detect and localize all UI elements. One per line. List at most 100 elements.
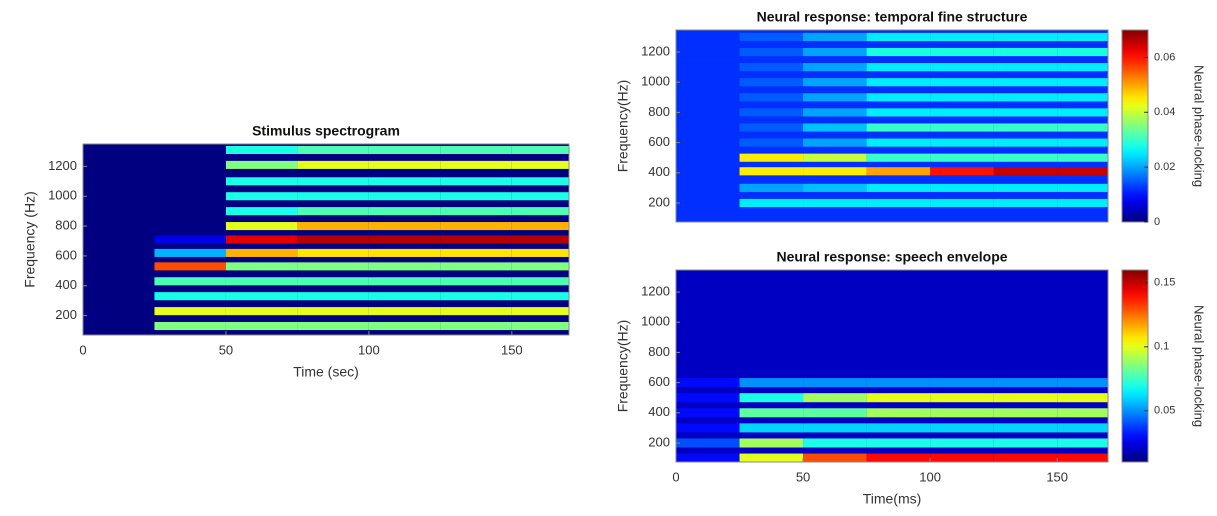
y-tick-label: 800 — [648, 104, 670, 119]
colorbar-label: Neural phase-locking — [1192, 305, 1207, 427]
heatmap-cell — [83, 160, 155, 169]
colorbar-tick-label: 0.04 — [1154, 106, 1175, 118]
heatmap-cell — [225, 160, 298, 169]
heatmap-cell — [993, 453, 1058, 462]
heatmap-cell — [993, 153, 1058, 162]
heatmap-cell — [83, 235, 155, 244]
heatmap-cell — [154, 262, 226, 271]
heatmap-cell — [368, 207, 441, 216]
heatmap-cell — [511, 160, 569, 169]
heatmap-cell — [83, 292, 155, 301]
heatmap-cell — [866, 138, 931, 147]
heatmap-cell — [993, 47, 1058, 57]
heatmap-cell — [83, 248, 155, 257]
heatmap-cell — [440, 235, 512, 244]
heatmap-cell — [803, 408, 867, 418]
heatmap-cell — [866, 438, 931, 448]
heatmap-cell — [511, 322, 569, 331]
heatmap-cell — [297, 177, 369, 186]
heatmap-cell — [297, 235, 369, 244]
heatmap-cell — [739, 123, 804, 132]
y-tick-label: 1000 — [641, 74, 670, 89]
chart-title: Neural response: speech envelope — [776, 249, 1007, 265]
x-tick-label: 0 — [79, 342, 86, 357]
heatmap-cell — [154, 145, 226, 154]
heatmap-cell — [83, 277, 155, 286]
y-tick-label: 800 — [648, 344, 670, 359]
heatmap-cell — [154, 160, 226, 169]
x-axis-label: Time (sec) — [293, 364, 359, 380]
heatmap-cell — [511, 145, 569, 154]
heatmap-cell — [225, 307, 298, 316]
y-axis-label: Frequency(Hz) — [615, 80, 631, 173]
heatmap-cell — [1057, 453, 1108, 462]
heatmap-cell — [993, 123, 1058, 132]
heatmap-cell — [803, 78, 867, 87]
y-tick-label: 600 — [648, 374, 670, 389]
heatmap-cell — [511, 277, 569, 286]
heatmap-cell — [1057, 108, 1108, 117]
heatmap-cell — [676, 438, 740, 448]
x-tick-label: 150 — [1046, 469, 1068, 484]
heatmap-cell — [739, 167, 804, 176]
colorbar-tick-label: 0.05 — [1154, 405, 1175, 417]
heatmap-cell — [297, 207, 369, 216]
heatmap-cell — [930, 138, 994, 147]
heatmap-cell — [297, 292, 369, 301]
colorbar-tick-label: 0 — [1154, 216, 1160, 228]
heatmap-cell — [676, 453, 740, 462]
heatmap-cell — [511, 192, 569, 201]
heatmap-cell — [83, 192, 155, 201]
heatmap-cell — [297, 277, 369, 286]
heatmap-cell — [739, 153, 804, 162]
heatmap-cell — [803, 32, 867, 42]
heatmap-cell — [993, 183, 1058, 192]
heatmap-cell — [676, 378, 740, 388]
heatmap-cell — [440, 177, 512, 186]
heatmap-cell — [511, 262, 569, 271]
heatmap-cell — [930, 183, 994, 192]
y-axis-label: Frequency (Hz) — [22, 191, 38, 287]
heatmap-cell — [803, 63, 867, 72]
heatmap-cell — [930, 108, 994, 117]
heatmap-cell — [368, 145, 441, 154]
heatmap-cell — [739, 63, 804, 72]
heatmap-cell — [803, 108, 867, 117]
y-tick-label: 800 — [55, 218, 77, 233]
heatmap-cell — [676, 123, 740, 132]
y-tick-label: 1200 — [641, 283, 670, 298]
y-tick-label: 1000 — [641, 314, 670, 329]
heatmap-cell — [83, 222, 155, 231]
x-tick-label: 150 — [501, 342, 523, 357]
heatmap-cell — [83, 322, 155, 331]
heatmap-cell — [1057, 423, 1108, 433]
colorbar-tick-label: 0.1 — [1154, 341, 1169, 353]
heatmap-cell — [866, 32, 931, 42]
heatmap-cell — [1057, 167, 1108, 176]
y-tick-label: 400 — [55, 277, 77, 292]
heatmap-cell — [1057, 123, 1108, 132]
heatmap-cell — [930, 198, 994, 208]
heatmap-cell — [803, 167, 867, 176]
heatmap-cell — [511, 207, 569, 216]
heatmap-cell — [440, 145, 512, 154]
heatmap-cell — [930, 123, 994, 132]
heatmap-cell — [511, 235, 569, 244]
heatmap-cell — [676, 32, 740, 42]
axes-frame — [675, 269, 1109, 463]
heatmap-cell — [440, 192, 512, 201]
heatmap-cell — [739, 378, 804, 388]
colorbar — [1121, 269, 1149, 463]
x-tick-label: 50 — [219, 342, 233, 357]
heatmap-cell — [930, 423, 994, 433]
heatmap-cell — [993, 393, 1058, 403]
heatmap-cell — [676, 183, 740, 192]
heatmap-cell — [993, 93, 1058, 102]
heatmap-cell — [993, 78, 1058, 87]
heatmap-cell — [368, 307, 441, 316]
heatmap-cell — [739, 453, 804, 462]
heatmap-cell — [1057, 32, 1108, 42]
heatmap-cell — [803, 47, 867, 57]
heatmap-cell — [440, 322, 512, 331]
heatmap-cell — [739, 393, 804, 403]
